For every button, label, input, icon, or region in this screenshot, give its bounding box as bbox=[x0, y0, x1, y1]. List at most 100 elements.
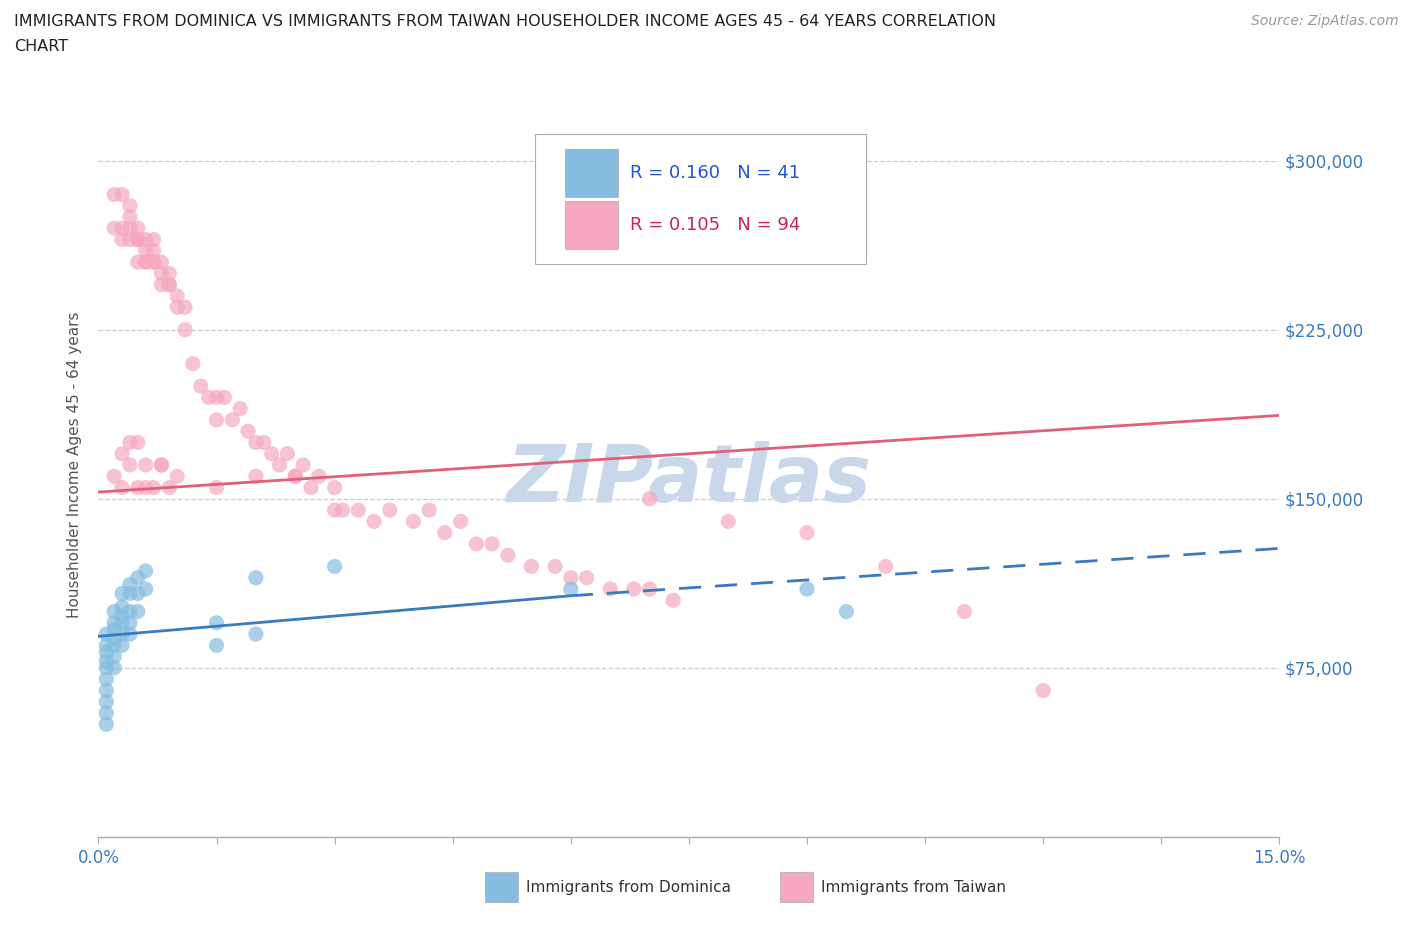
Point bbox=[127, 604, 149, 619]
Point bbox=[96, 644, 118, 659]
Text: Immigrants from Dominica: Immigrants from Dominica bbox=[526, 880, 731, 895]
Y-axis label: Householder Income Ages 45 - 64 years: Householder Income Ages 45 - 64 years bbox=[67, 312, 83, 618]
Point bbox=[111, 220, 134, 235]
Point bbox=[166, 299, 188, 314]
Point bbox=[111, 638, 134, 653]
Point bbox=[245, 435, 267, 450]
Point bbox=[157, 277, 180, 292]
Point bbox=[638, 581, 661, 596]
Point bbox=[118, 209, 141, 224]
Point bbox=[135, 255, 157, 270]
Point bbox=[544, 559, 567, 574]
Point bbox=[197, 390, 219, 405]
Point bbox=[103, 649, 125, 664]
Point bbox=[1032, 683, 1054, 698]
Point bbox=[135, 255, 157, 270]
Point bbox=[205, 390, 228, 405]
Point bbox=[111, 608, 134, 623]
Point bbox=[332, 502, 354, 517]
Point bbox=[150, 277, 173, 292]
Point bbox=[96, 671, 118, 686]
Point bbox=[205, 480, 228, 495]
Point bbox=[103, 469, 125, 484]
Point bbox=[96, 660, 118, 675]
Point bbox=[103, 616, 125, 631]
Text: CHART: CHART bbox=[14, 39, 67, 54]
Point bbox=[292, 458, 315, 472]
Point bbox=[796, 581, 818, 596]
Point bbox=[323, 480, 346, 495]
Point bbox=[127, 220, 149, 235]
Point bbox=[142, 480, 165, 495]
Point bbox=[190, 379, 212, 393]
FancyBboxPatch shape bbox=[485, 872, 517, 902]
Point bbox=[103, 220, 125, 235]
Point bbox=[623, 581, 645, 596]
Point bbox=[402, 514, 425, 529]
Point bbox=[127, 232, 149, 247]
Point bbox=[135, 564, 157, 578]
Point bbox=[253, 435, 276, 450]
Point bbox=[150, 458, 173, 472]
Point bbox=[465, 537, 488, 551]
Point bbox=[418, 502, 440, 517]
Point bbox=[103, 660, 125, 675]
Point bbox=[135, 232, 157, 247]
Point bbox=[284, 469, 307, 484]
Point bbox=[284, 469, 307, 484]
Point bbox=[575, 570, 598, 585]
Point bbox=[118, 627, 141, 642]
Point bbox=[496, 548, 519, 563]
FancyBboxPatch shape bbox=[565, 149, 619, 197]
Point bbox=[433, 525, 456, 540]
Point bbox=[796, 525, 818, 540]
Point bbox=[363, 514, 385, 529]
FancyBboxPatch shape bbox=[536, 134, 866, 264]
Point bbox=[96, 683, 118, 698]
Point bbox=[299, 480, 322, 495]
Point bbox=[127, 570, 149, 585]
Point bbox=[269, 458, 291, 472]
Point bbox=[150, 458, 173, 472]
Point bbox=[150, 266, 173, 281]
Point bbox=[181, 356, 204, 371]
Point bbox=[96, 627, 118, 642]
Point bbox=[221, 413, 243, 428]
Point bbox=[96, 654, 118, 669]
FancyBboxPatch shape bbox=[565, 201, 619, 249]
Point bbox=[174, 299, 197, 314]
Point bbox=[481, 537, 503, 551]
Point bbox=[378, 502, 401, 517]
Point bbox=[96, 638, 118, 653]
Point bbox=[135, 244, 157, 259]
Point bbox=[118, 458, 141, 472]
Point bbox=[127, 435, 149, 450]
Point bbox=[111, 616, 134, 631]
Point bbox=[118, 232, 141, 247]
Point bbox=[118, 435, 141, 450]
Point bbox=[875, 559, 897, 574]
Point bbox=[260, 446, 283, 461]
Text: IMMIGRANTS FROM DOMINICA VS IMMIGRANTS FROM TAIWAN HOUSEHOLDER INCOME AGES 45 - : IMMIGRANTS FROM DOMINICA VS IMMIGRANTS F… bbox=[14, 14, 995, 29]
Point bbox=[245, 570, 267, 585]
Point bbox=[103, 622, 125, 637]
Point bbox=[205, 413, 228, 428]
Point bbox=[111, 187, 134, 202]
Point bbox=[111, 446, 134, 461]
Point bbox=[174, 323, 197, 338]
Point bbox=[157, 277, 180, 292]
Point bbox=[118, 616, 141, 631]
Point bbox=[166, 288, 188, 303]
Point bbox=[118, 577, 141, 591]
Point bbox=[166, 469, 188, 484]
Point bbox=[662, 592, 685, 607]
Point bbox=[103, 604, 125, 619]
Point bbox=[214, 390, 236, 405]
Point bbox=[717, 514, 740, 529]
Point bbox=[245, 469, 267, 484]
Point bbox=[450, 514, 472, 529]
Point bbox=[135, 480, 157, 495]
Point bbox=[638, 491, 661, 506]
Point bbox=[953, 604, 976, 619]
Point bbox=[118, 604, 141, 619]
